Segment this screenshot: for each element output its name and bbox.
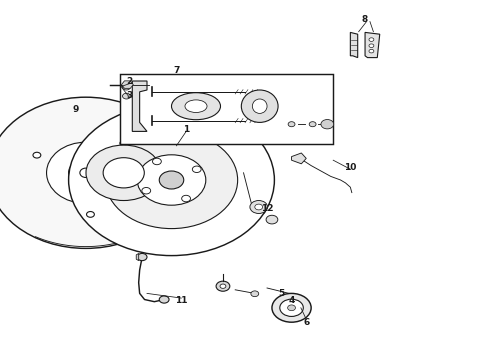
- Text: 9: 9: [73, 105, 79, 114]
- Text: 4: 4: [288, 296, 295, 305]
- Text: 8: 8: [362, 15, 368, 24]
- Circle shape: [251, 291, 259, 297]
- Ellipse shape: [252, 99, 267, 113]
- Circle shape: [369, 49, 374, 53]
- Circle shape: [122, 84, 130, 90]
- Ellipse shape: [80, 168, 92, 177]
- Circle shape: [120, 140, 128, 146]
- Circle shape: [87, 212, 95, 217]
- Circle shape: [288, 122, 295, 127]
- Circle shape: [288, 305, 295, 311]
- Circle shape: [69, 104, 274, 256]
- Text: 3: 3: [127, 91, 133, 100]
- Polygon shape: [122, 81, 133, 88]
- Ellipse shape: [47, 142, 125, 203]
- Circle shape: [266, 215, 278, 224]
- Ellipse shape: [0, 97, 184, 248]
- Circle shape: [193, 166, 201, 172]
- Circle shape: [280, 299, 303, 316]
- Circle shape: [105, 131, 238, 229]
- Bar: [120, 74, 333, 144]
- Circle shape: [137, 253, 147, 261]
- Text: 1: 1: [183, 125, 189, 134]
- Text: 11: 11: [175, 296, 188, 305]
- Circle shape: [220, 284, 226, 288]
- Text: 10: 10: [344, 163, 357, 172]
- Polygon shape: [136, 253, 139, 261]
- Circle shape: [142, 188, 150, 194]
- Circle shape: [159, 171, 184, 189]
- Text: 12: 12: [261, 204, 273, 213]
- Circle shape: [86, 145, 161, 201]
- Circle shape: [33, 152, 41, 158]
- Circle shape: [309, 122, 316, 127]
- Polygon shape: [365, 32, 380, 58]
- Circle shape: [182, 195, 191, 202]
- Circle shape: [103, 158, 144, 188]
- Text: 5: 5: [279, 289, 285, 298]
- Polygon shape: [350, 32, 358, 58]
- Circle shape: [369, 44, 374, 48]
- Text: 7: 7: [173, 66, 180, 75]
- Text: 2: 2: [127, 77, 133, 86]
- Ellipse shape: [242, 90, 278, 122]
- Circle shape: [272, 293, 311, 322]
- Circle shape: [321, 120, 334, 129]
- Circle shape: [137, 155, 206, 205]
- Circle shape: [255, 204, 263, 210]
- Text: 6: 6: [303, 318, 309, 327]
- Polygon shape: [292, 153, 306, 164]
- Circle shape: [152, 158, 161, 165]
- Circle shape: [369, 38, 374, 41]
- Ellipse shape: [172, 93, 220, 120]
- Circle shape: [159, 296, 169, 303]
- Ellipse shape: [69, 159, 103, 186]
- Polygon shape: [132, 81, 147, 131]
- Circle shape: [122, 93, 130, 99]
- Circle shape: [250, 201, 268, 213]
- Circle shape: [216, 281, 230, 291]
- Ellipse shape: [185, 100, 207, 113]
